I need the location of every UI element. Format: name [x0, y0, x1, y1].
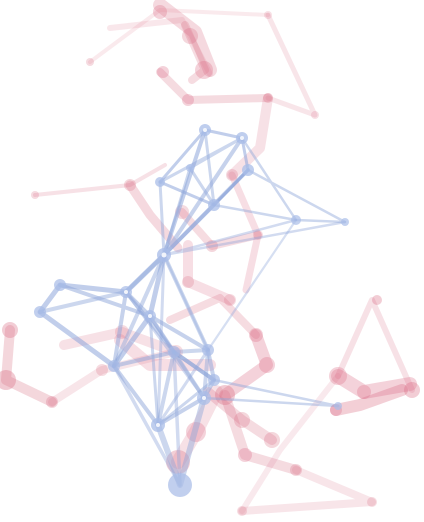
pink-node — [0, 370, 16, 390]
pink-edge — [33, 163, 167, 197]
blue-edge — [158, 136, 244, 207]
blue-node — [168, 473, 192, 497]
blue-edge — [240, 136, 347, 224]
blue-node-highlight — [240, 136, 244, 140]
pink-node — [195, 61, 213, 79]
pink-node — [264, 432, 280, 448]
blue-node — [54, 279, 66, 291]
blue-node — [208, 199, 220, 211]
pink-node — [264, 11, 272, 19]
pink-edge — [265, 12, 318, 118]
pink-node — [46, 396, 58, 408]
pink-node — [157, 66, 169, 78]
pink-edge — [166, 294, 260, 339]
pink-node — [96, 364, 108, 376]
pink-node — [182, 276, 194, 288]
blue-node-highlight — [203, 128, 207, 132]
pink-node — [263, 93, 273, 103]
pink-edge — [1, 325, 57, 407]
pink-node — [226, 169, 238, 181]
pink-node — [372, 295, 382, 305]
pink-node — [124, 179, 136, 191]
pink-edge — [239, 373, 341, 514]
pink-node — [153, 5, 167, 19]
pink-node — [182, 28, 198, 44]
blue-edge — [158, 128, 250, 207]
blue-node — [202, 344, 214, 356]
pink-edge — [156, 68, 272, 104]
pink-node — [367, 497, 377, 507]
blue-node — [208, 374, 220, 386]
blue-node — [34, 306, 46, 318]
pink-node — [182, 94, 194, 106]
blue-node — [168, 346, 180, 358]
pink-node — [2, 322, 18, 338]
blue-node — [341, 218, 349, 226]
pink-edge — [183, 240, 235, 305]
pink-node — [238, 448, 252, 462]
pink-network — [0, 0, 420, 516]
pink-node — [329, 367, 347, 385]
blue-node — [242, 164, 254, 176]
pink-node — [259, 357, 275, 373]
pink-node — [290, 464, 302, 476]
pink-edge — [330, 384, 408, 416]
pink-node — [31, 191, 39, 199]
pink-node — [215, 385, 235, 405]
blue-node-highlight — [161, 252, 167, 258]
blue-node-highlight — [156, 423, 160, 427]
blue-node-highlight — [124, 290, 128, 294]
blue-node-highlight — [148, 314, 152, 318]
blue-edge — [112, 350, 216, 427]
blue-node — [291, 215, 301, 225]
blue-network — [34, 124, 349, 497]
pink-node — [224, 294, 236, 306]
pink-node — [234, 412, 250, 428]
blue-node — [334, 402, 342, 410]
pink-node — [249, 328, 263, 342]
blue-node — [186, 164, 194, 172]
blue-edge — [212, 203, 298, 222]
blue-node-highlight — [202, 396, 206, 400]
pink-node — [86, 58, 94, 66]
pink-node — [237, 506, 247, 516]
pink-edge — [227, 93, 273, 180]
pink-node — [311, 111, 319, 119]
pink-node — [404, 382, 420, 398]
pink-node — [357, 385, 371, 399]
blue-node — [155, 177, 165, 187]
blue-node — [108, 360, 120, 372]
